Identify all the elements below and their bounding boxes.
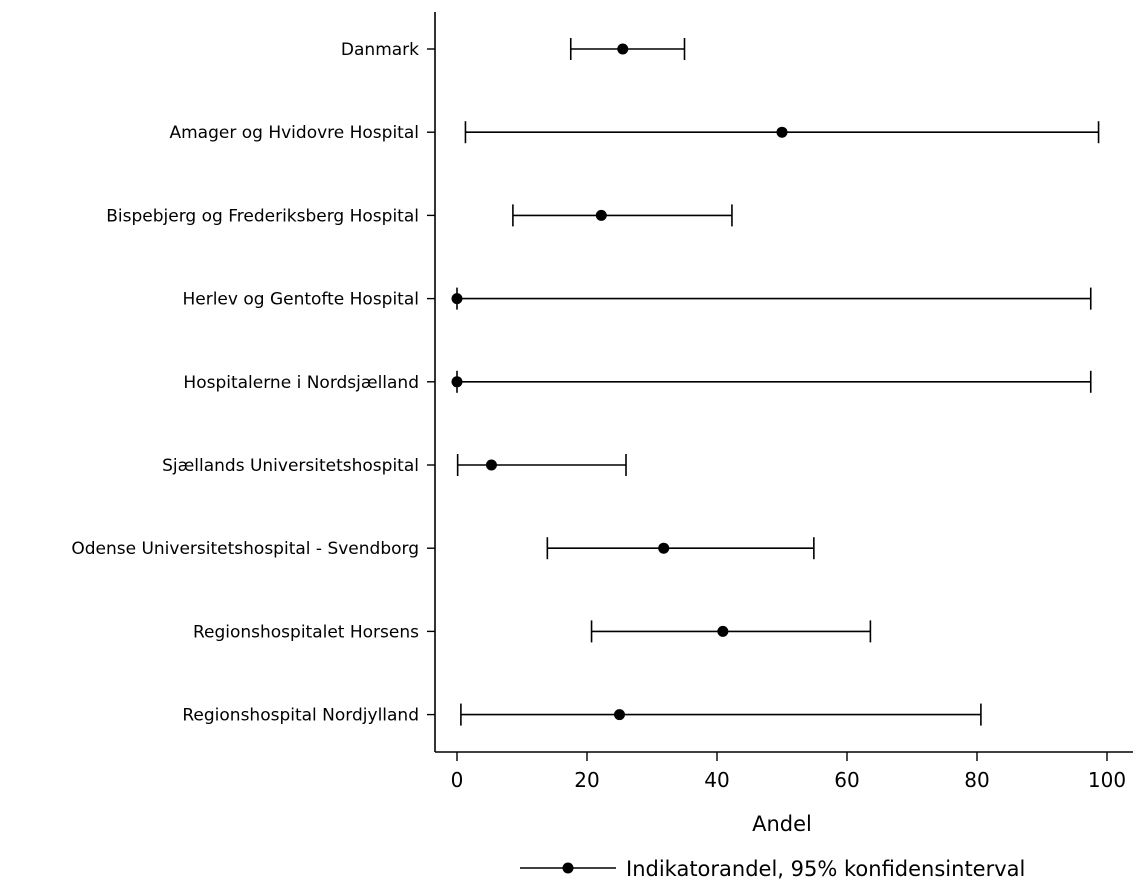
x-tick-label: 80 — [964, 768, 989, 792]
data-point — [776, 126, 788, 138]
data-point — [451, 293, 463, 305]
y-tick-label: Sjællands Universitetshospital — [162, 456, 419, 476]
y-tick-label: Hospitalerne i Nordsjælland — [183, 373, 419, 393]
legend-marker — [562, 862, 574, 874]
y-tick-label: Amager og Hvidovre Hospital — [169, 123, 419, 143]
y-tick-label: Regionshospitalet Horsens — [193, 622, 419, 642]
y-tick-label: Bispebjerg og Frederiksberg Hospital — [106, 206, 419, 226]
data-point — [614, 709, 625, 721]
legend-label: Indikatorandel, 95% konfidensinterval — [626, 857, 1025, 879]
x-tick-label: 0 — [451, 768, 464, 792]
plot-area — [451, 38, 1100, 726]
x-tick-label: 60 — [834, 768, 859, 792]
data-point — [717, 625, 729, 637]
x-tick-label: 100 — [1088, 768, 1126, 792]
x-tick-label: 40 — [704, 768, 729, 792]
data-point — [485, 459, 497, 471]
data-point — [595, 209, 607, 221]
y-tick-label: Regionshospital Nordjylland — [182, 706, 419, 726]
axes: 0 20 40 60 80 100 Danmark Amager og Hvidovre Ho… — [71, 12, 1133, 792]
legend: Indikatorandel, 95% konfidensinterval — [520, 857, 1025, 879]
y-tick-label: Odense Universitetshospital - Svendborg — [71, 539, 419, 559]
x-axis-title: Andel — [752, 812, 812, 836]
y-tick-label: Herlev og Gentofte Hospital — [182, 290, 419, 310]
y-tick-label: Danmark — [341, 40, 419, 60]
data-point — [451, 376, 463, 388]
data-point — [617, 43, 629, 55]
x-tick-label: 20 — [574, 768, 599, 792]
data-point — [658, 542, 670, 554]
